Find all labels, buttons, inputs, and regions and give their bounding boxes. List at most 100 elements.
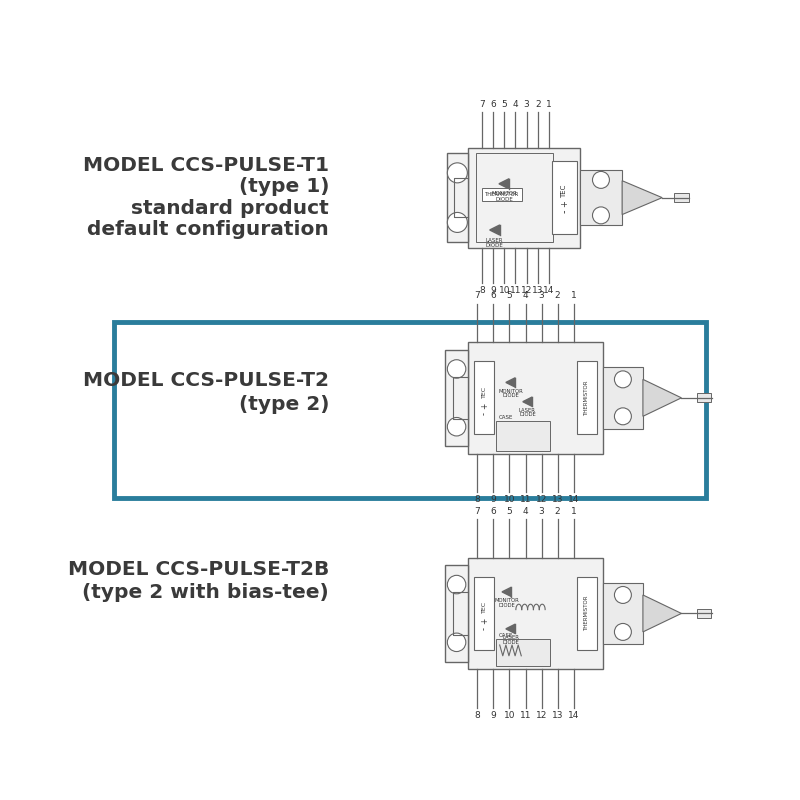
Text: 14: 14 (543, 286, 554, 295)
Bar (476, 154, 553, 242)
Bar (496, 422, 550, 450)
Text: 8: 8 (474, 495, 480, 504)
Text: 6: 6 (490, 100, 496, 109)
Text: (type 1): (type 1) (238, 178, 329, 196)
Text: 13: 13 (552, 711, 563, 720)
Circle shape (447, 360, 466, 378)
Text: 8: 8 (479, 286, 485, 295)
Text: 4: 4 (513, 100, 518, 109)
Text: 12: 12 (521, 286, 532, 295)
Text: 11: 11 (510, 286, 522, 295)
Text: CASE: CASE (499, 633, 514, 638)
Text: (type 2): (type 2) (238, 394, 329, 414)
Text: 5: 5 (506, 291, 512, 301)
Text: +: + (560, 200, 569, 207)
Circle shape (593, 171, 610, 188)
Bar (603, 367, 643, 429)
Text: 11: 11 (520, 495, 531, 504)
Text: 10: 10 (498, 286, 510, 295)
Circle shape (447, 213, 467, 233)
Text: +: + (480, 402, 489, 409)
Text: 6: 6 (490, 507, 496, 516)
Polygon shape (643, 379, 682, 416)
Text: DIODE: DIODE (519, 413, 536, 418)
Text: 13: 13 (532, 286, 543, 295)
Text: 9: 9 (490, 711, 496, 720)
Text: +: + (480, 618, 489, 624)
Text: -: - (480, 412, 489, 414)
Text: 5: 5 (506, 507, 512, 516)
Text: MODEL CCS-PULSE-T1: MODEL CCS-PULSE-T1 (83, 156, 329, 174)
Text: THERMISTOR: THERMISTOR (584, 596, 590, 631)
Text: DIODE: DIODE (486, 243, 503, 248)
Text: MODEL CCS-PULSE-T2: MODEL CCS-PULSE-T2 (83, 371, 329, 390)
Text: 3: 3 (524, 100, 530, 109)
Bar (468, 147, 580, 248)
Text: 2: 2 (554, 507, 560, 516)
Bar (603, 582, 643, 644)
Text: 9: 9 (490, 495, 496, 504)
Text: 11: 11 (520, 711, 531, 720)
Polygon shape (622, 181, 662, 214)
Circle shape (614, 623, 631, 640)
Text: 1: 1 (570, 291, 577, 301)
Circle shape (593, 207, 610, 224)
Text: 14: 14 (568, 711, 579, 720)
Bar (445, 566, 468, 662)
Bar (697, 394, 710, 402)
Text: TEC: TEC (482, 386, 487, 398)
Polygon shape (506, 624, 515, 634)
Text: 9: 9 (490, 286, 496, 295)
Bar (445, 350, 468, 446)
Text: LASER: LASER (519, 408, 536, 413)
Text: THERMISTOR: THERMISTOR (485, 192, 519, 197)
Text: 1: 1 (546, 100, 552, 109)
Circle shape (447, 575, 466, 594)
Bar (552, 161, 577, 234)
Text: default configuration: default configuration (87, 221, 329, 239)
Text: 3: 3 (538, 507, 545, 516)
Circle shape (447, 163, 467, 183)
Text: MODEL CCS-PULSE-T2B: MODEL CCS-PULSE-T2B (68, 560, 329, 579)
Text: CASE: CASE (499, 414, 514, 420)
Text: 1: 1 (570, 507, 577, 516)
Bar (577, 577, 597, 650)
Text: 2: 2 (535, 100, 541, 109)
Text: 14: 14 (568, 495, 579, 504)
Text: 13: 13 (552, 495, 563, 504)
Polygon shape (643, 595, 682, 632)
Bar (496, 639, 550, 666)
Circle shape (447, 633, 466, 651)
Circle shape (614, 408, 631, 425)
Bar (114, 322, 706, 498)
Text: standard product: standard product (131, 199, 329, 218)
Text: THERMISTOR: THERMISTOR (584, 380, 590, 415)
Circle shape (614, 371, 631, 388)
Bar (468, 558, 603, 670)
Text: DIODE: DIODE (495, 197, 513, 202)
Text: 12: 12 (536, 711, 547, 720)
Polygon shape (506, 378, 515, 387)
Bar (577, 362, 597, 434)
Text: MONITOR: MONITOR (494, 598, 519, 603)
Text: 4: 4 (522, 507, 528, 516)
Text: 4: 4 (522, 291, 528, 301)
Bar (482, 188, 522, 201)
Circle shape (447, 418, 466, 436)
Text: LASER: LASER (486, 238, 503, 242)
Text: 7: 7 (474, 291, 480, 301)
Text: 2: 2 (554, 291, 560, 301)
Text: -: - (480, 627, 489, 630)
Text: 10: 10 (504, 711, 515, 720)
Text: 7: 7 (474, 507, 480, 516)
Text: DIODE: DIODE (498, 602, 515, 608)
Text: TEC: TEC (562, 185, 567, 198)
Polygon shape (490, 225, 500, 235)
Text: 12: 12 (536, 495, 547, 504)
Text: 8: 8 (474, 711, 480, 720)
Bar (697, 609, 710, 618)
Text: 5: 5 (502, 100, 507, 109)
Text: 6: 6 (490, 291, 496, 301)
Bar (468, 342, 603, 454)
Polygon shape (502, 587, 511, 597)
